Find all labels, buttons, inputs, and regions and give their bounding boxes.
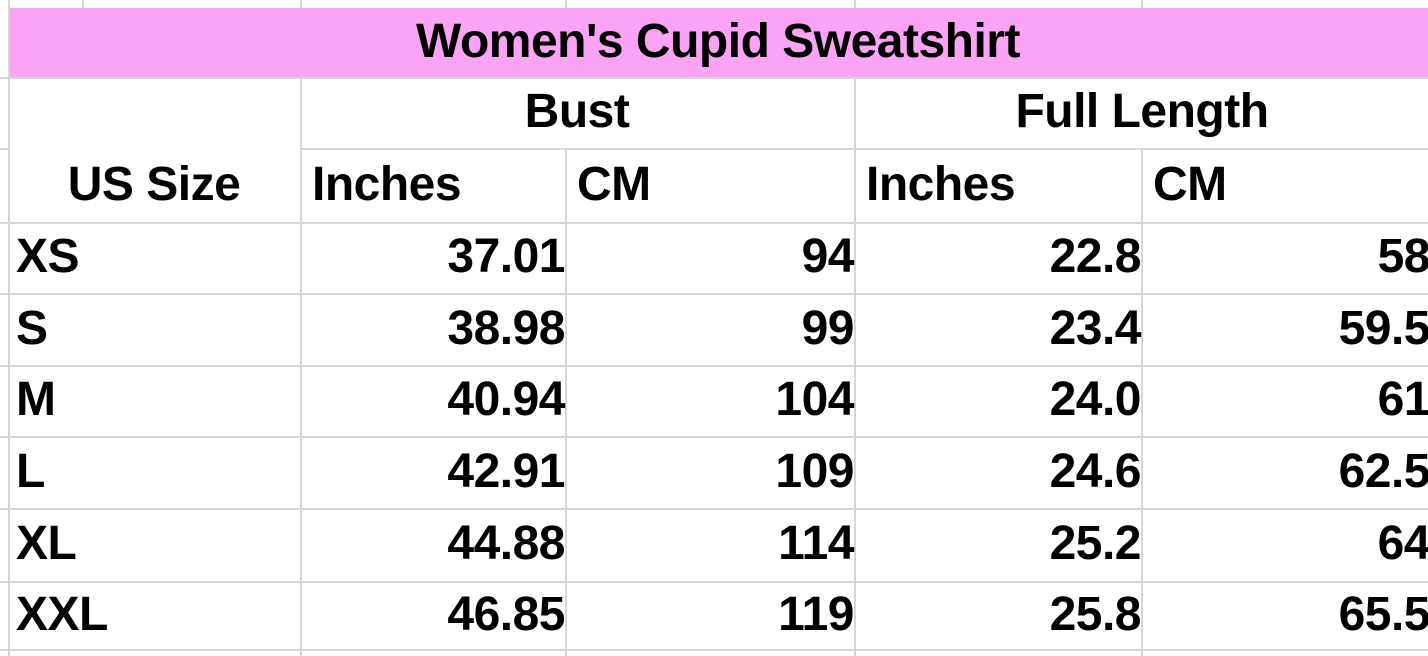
bust-group-header[interactable]: Bust	[524, 85, 630, 139]
gridline-h-bottom	[0, 649, 1428, 651]
length-cm-cell[interactable]: 59.5	[1338, 301, 1428, 355]
bust-cm-cell[interactable]: 109	[775, 444, 854, 498]
bust-inches-cell[interactable]: 37.01	[447, 230, 565, 284]
length-inches-cell[interactable]: 23.4	[1049, 301, 1142, 355]
length-cm-cell[interactable]: 64	[1377, 517, 1428, 571]
gridline-v-size-top	[300, 0, 302, 8]
length-inches-cell[interactable]: 22.8	[1049, 230, 1142, 284]
gridline-h-row5	[0, 581, 1428, 583]
length-inches-cell[interactable]: 24.0	[1049, 373, 1142, 427]
gridline-h-subheader	[300, 148, 1428, 150]
length-inches-cell[interactable]: 24.6	[1049, 444, 1142, 498]
length-inches-cell[interactable]: 25.8	[1049, 587, 1142, 641]
gridline-v-colA	[82, 0, 84, 8]
gridline-v-len-top	[1141, 0, 1143, 8]
gridline-v-bust-top	[565, 0, 567, 8]
bust-cm-cell[interactable]: 104	[775, 373, 854, 427]
bust-inches-cell[interactable]: 40.94	[447, 373, 565, 427]
table-title[interactable]: Women's Cupid Sweatshirt	[416, 15, 1020, 69]
length-cm-cell[interactable]: 61	[1377, 373, 1428, 427]
full-length-group-header[interactable]: Full Length	[1015, 85, 1269, 139]
gridline-v-len	[1141, 148, 1143, 656]
bust-cm-cell[interactable]: 119	[778, 587, 854, 641]
size-cell[interactable]: S	[16, 301, 48, 355]
gridline-v-mid-top	[854, 0, 856, 8]
bust-cm-cell[interactable]: 114	[778, 517, 854, 571]
length-inches-cell[interactable]: 25.2	[1049, 517, 1142, 571]
bust-inches-header[interactable]: Inches	[312, 157, 462, 211]
size-cell[interactable]: XS	[16, 230, 80, 284]
size-cell[interactable]: XL	[16, 517, 77, 571]
gridline-h-row4	[0, 508, 1428, 510]
gridline-h-header-bottom	[0, 222, 1428, 224]
length-inches-header[interactable]: Inches	[866, 157, 1016, 211]
gridline-h-row2	[0, 365, 1428, 367]
gridline-h-title-bottom	[0, 77, 1428, 79]
gridline-v-left	[8, 0, 10, 656]
bust-cm-header[interactable]: CM	[577, 157, 651, 211]
gridline-h-subheader-tick	[0, 148, 8, 150]
length-cm-header[interactable]: CM	[1153, 157, 1227, 211]
length-cm-cell[interactable]: 58	[1377, 230, 1428, 284]
length-cm-cell[interactable]: 62.5	[1338, 444, 1428, 498]
length-cm-cell[interactable]: 65.5	[1338, 587, 1428, 641]
bust-inches-cell[interactable]: 44.88	[447, 517, 565, 571]
us-size-header[interactable]: US Size	[67, 157, 241, 211]
bust-inches-cell[interactable]: 38.98	[447, 301, 565, 355]
gridline-h-row1	[0, 293, 1428, 295]
size-cell[interactable]: M	[16, 373, 56, 427]
title-cell-fill	[10, 8, 1428, 77]
gridline-v-bust	[565, 148, 567, 656]
bust-inches-cell[interactable]: 46.85	[447, 587, 565, 641]
bust-cm-cell[interactable]: 99	[801, 301, 855, 355]
bust-cm-cell[interactable]: 94	[801, 230, 855, 284]
size-cell[interactable]: XXL	[16, 587, 108, 641]
gridline-h-row3	[0, 436, 1428, 438]
bust-inches-cell[interactable]: 42.91	[447, 444, 565, 498]
size-cell[interactable]: L	[16, 444, 45, 498]
